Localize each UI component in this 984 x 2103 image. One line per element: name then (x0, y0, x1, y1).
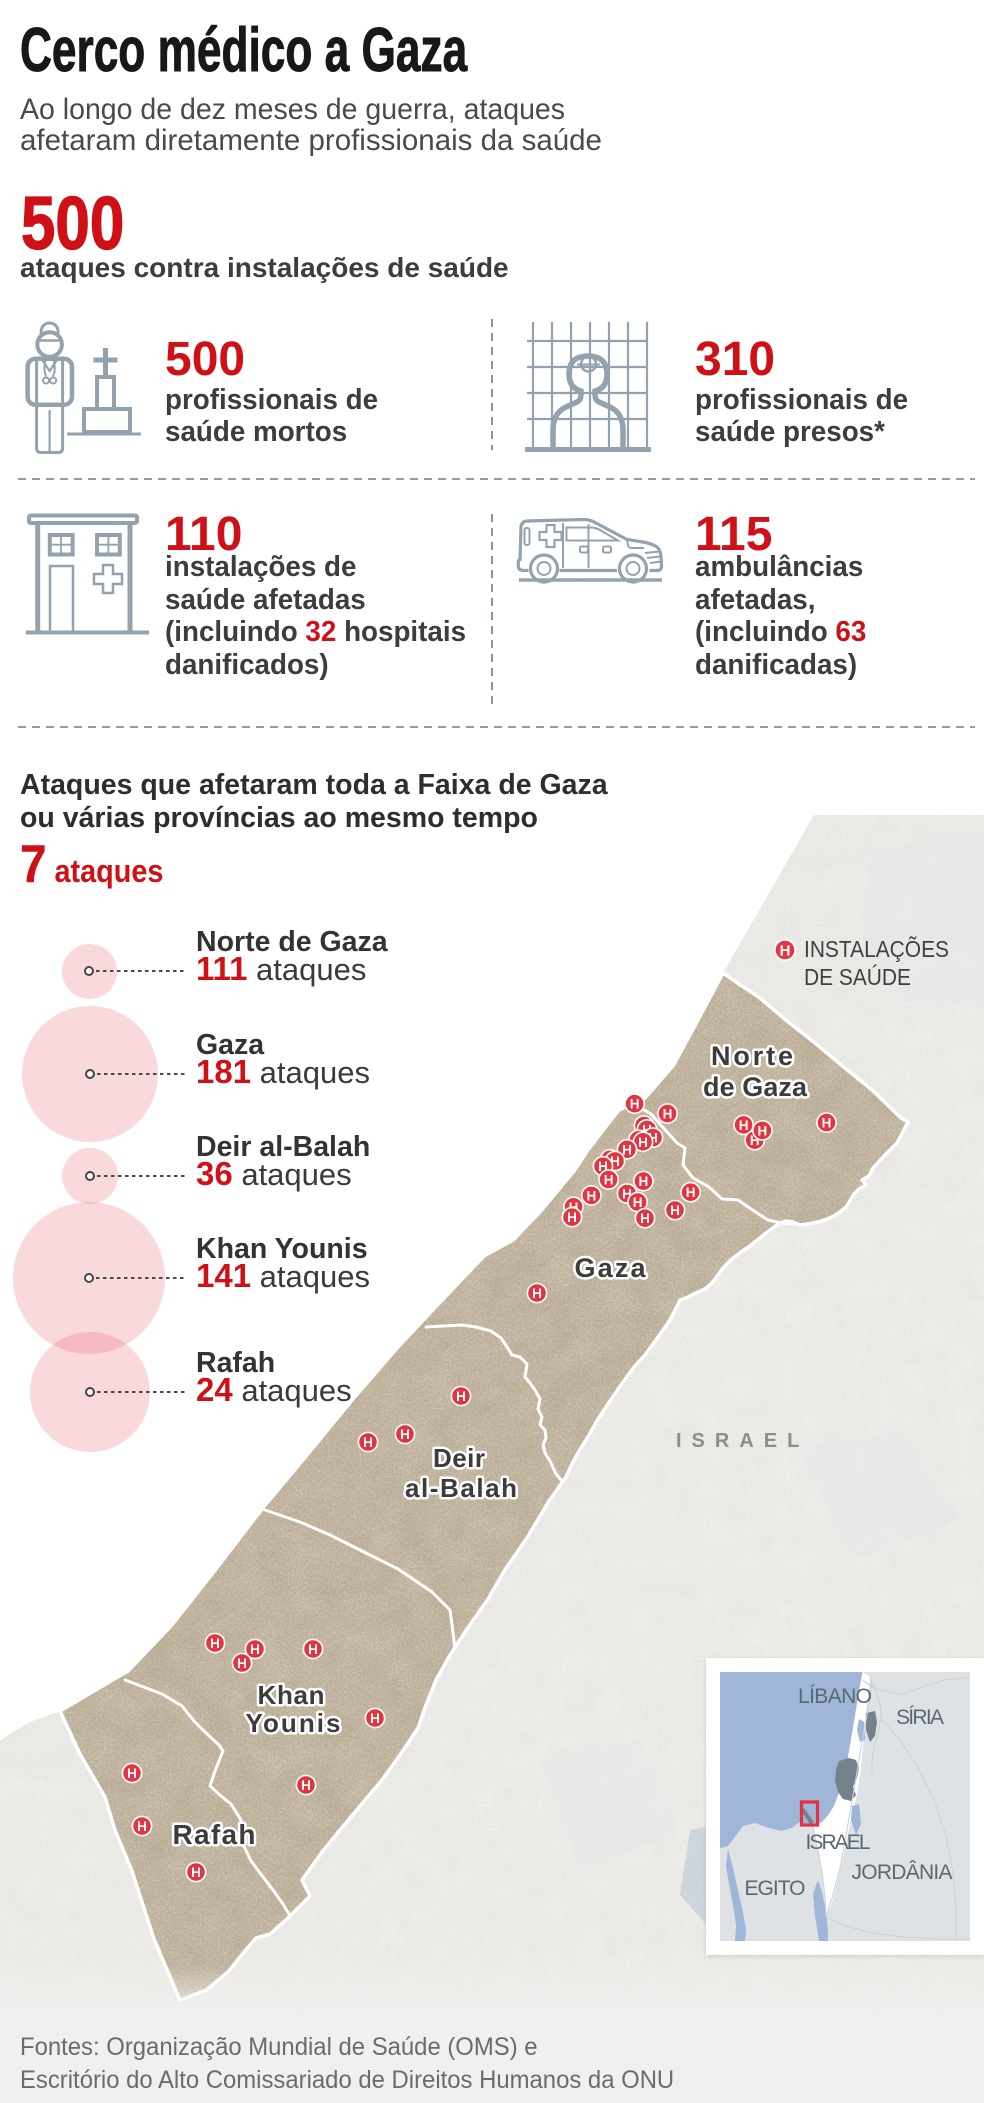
svg-text:H: H (622, 1142, 632, 1157)
svg-text:H: H (630, 1097, 640, 1112)
svg-text:H: H (250, 1642, 260, 1657)
svg-text:EGITO: EGITO (745, 1877, 806, 1900)
svg-text:de Gaza: de Gaza (703, 1072, 808, 1102)
svg-text:H: H (237, 1656, 247, 1671)
svg-text:H: H (822, 1116, 832, 1131)
svg-text:al-Balah: al-Balah (405, 1473, 517, 1503)
svg-text:LÍBANO: LÍBANO (798, 1685, 872, 1708)
svg-text:H: H (639, 1174, 649, 1189)
svg-text:Deir: Deir (433, 1443, 485, 1473)
svg-text:Rafah: Rafah (173, 1819, 256, 1850)
svg-text:H: H (640, 1211, 650, 1226)
svg-text:H: H (633, 1195, 643, 1210)
svg-text:H: H (137, 1819, 147, 1834)
svg-text:Younis: Younis (246, 1708, 341, 1738)
svg-text:H: H (587, 1188, 597, 1203)
svg-text:Norte: Norte (711, 1041, 793, 1071)
svg-text:SÍRIA: SÍRIA (896, 1706, 944, 1729)
svg-text:H: H (532, 1286, 542, 1301)
svg-text:Khan: Khan (258, 1680, 325, 1710)
svg-text:H: H (663, 1107, 673, 1122)
svg-text:H: H (648, 1131, 658, 1146)
svg-text:ISRAEL: ISRAEL (806, 1831, 871, 1854)
svg-text:JORDÂNIA: JORDÂNIA (852, 1861, 953, 1884)
svg-text:H: H (758, 1123, 768, 1138)
svg-text:H: H (191, 1865, 201, 1880)
svg-text:H: H (210, 1636, 220, 1651)
svg-text:H: H (739, 1118, 749, 1133)
svg-text:H: H (301, 1778, 311, 1793)
svg-text:Gaza: Gaza (575, 1253, 647, 1283)
svg-text:H: H (610, 1154, 620, 1169)
svg-text:H: H (780, 943, 791, 960)
svg-text:H: H (127, 1766, 137, 1781)
svg-text:H: H (567, 1210, 577, 1225)
svg-text:ISRAEL: ISRAEL (676, 1430, 809, 1452)
svg-text:H: H (363, 1435, 373, 1450)
svg-text:H: H (750, 1133, 760, 1148)
svg-text:H: H (686, 1185, 696, 1200)
svg-text:H: H (456, 1389, 466, 1404)
svg-text:H: H (400, 1427, 410, 1442)
svg-text:H: H (604, 1173, 614, 1188)
svg-text:H: H (622, 1187, 632, 1202)
svg-text:H: H (370, 1711, 380, 1726)
svg-text:H: H (598, 1159, 608, 1174)
svg-text:H: H (308, 1642, 318, 1657)
svg-text:H: H (638, 1135, 648, 1150)
svg-text:H: H (670, 1203, 680, 1218)
